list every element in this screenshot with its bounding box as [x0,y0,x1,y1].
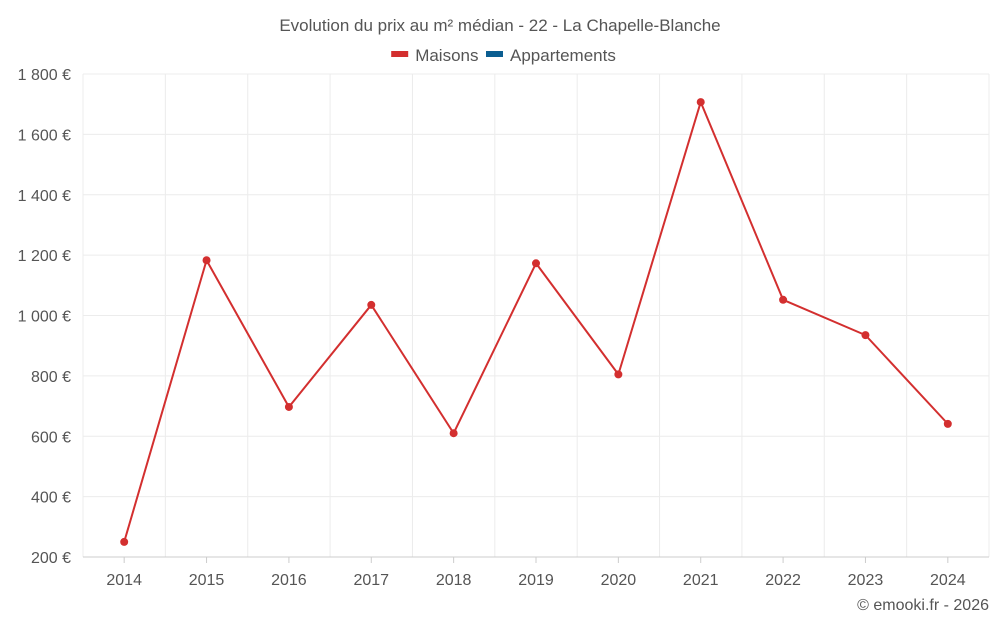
data-point-2022[interactable] [779,295,788,304]
y-tick-label: 800 € [31,369,71,386]
y-tick-label: 1 000 € [18,309,71,326]
data-point-2014[interactable] [120,537,129,546]
data-point-2021[interactable] [696,98,705,107]
data-point-2019[interactable] [532,259,540,268]
x-tick-label: 2020 [601,572,637,589]
y-tick-label: 1 800 € [18,67,71,84]
y-tick-label: 400 € [31,490,71,507]
y-tick-label: 600 € [31,429,71,446]
data-point-2023[interactable] [861,331,870,340]
x-tick-label: 2016 [271,572,307,589]
x-tick-label: 2022 [765,572,801,589]
y-axis-ticks: 200 € 400 € 600 € 800 € 1 000 € 1 200 € 1 400 … [18,67,71,567]
x-tick-label: 2024 [930,572,966,589]
x-tick-label: 2015 [189,572,225,589]
legend-label-maisons[interactable]: Maisons [415,46,478,65]
legend-swatch-maisons [391,51,409,57]
x-tick-label: 2017 [353,572,389,589]
x-tick-label: 2019 [518,572,554,589]
legend-swatch-appartements [486,51,503,57]
x-tick-label: 2014 [106,572,142,589]
legend-label-appartements[interactable]: Appartements [510,46,616,65]
chart-title: Evolution du prix au m² médian - 22 - La… [279,16,720,35]
y-tick-label: 200 € [31,550,71,567]
y-tick-label: 1 600 € [18,127,71,144]
legend: Maisons Appartements [391,46,616,65]
x-axis-ticks: 2014 2015 2016 2017 2018 2019 2020 2021 2022 2023… [106,557,966,589]
data-point-2018[interactable] [449,429,458,438]
credit-text: © emooki.fr - 2026 [857,597,989,614]
data-point-2024[interactable] [943,419,952,428]
x-gridlines [82,74,990,557]
data-point-2020[interactable] [614,370,623,379]
data-point-2015[interactable] [202,256,211,265]
y-tick-label: 1 400 € [18,188,71,205]
x-tick-label: 2018 [436,572,472,589]
data-point-2017[interactable] [367,300,376,309]
data-point-2016[interactable] [284,402,293,411]
x-tick-label: 2023 [848,572,884,589]
x-tick-label: 2021 [683,572,719,589]
y-gridlines [83,73,989,558]
y-tick-label: 1 200 € [18,248,71,265]
series-layer [120,98,952,546]
